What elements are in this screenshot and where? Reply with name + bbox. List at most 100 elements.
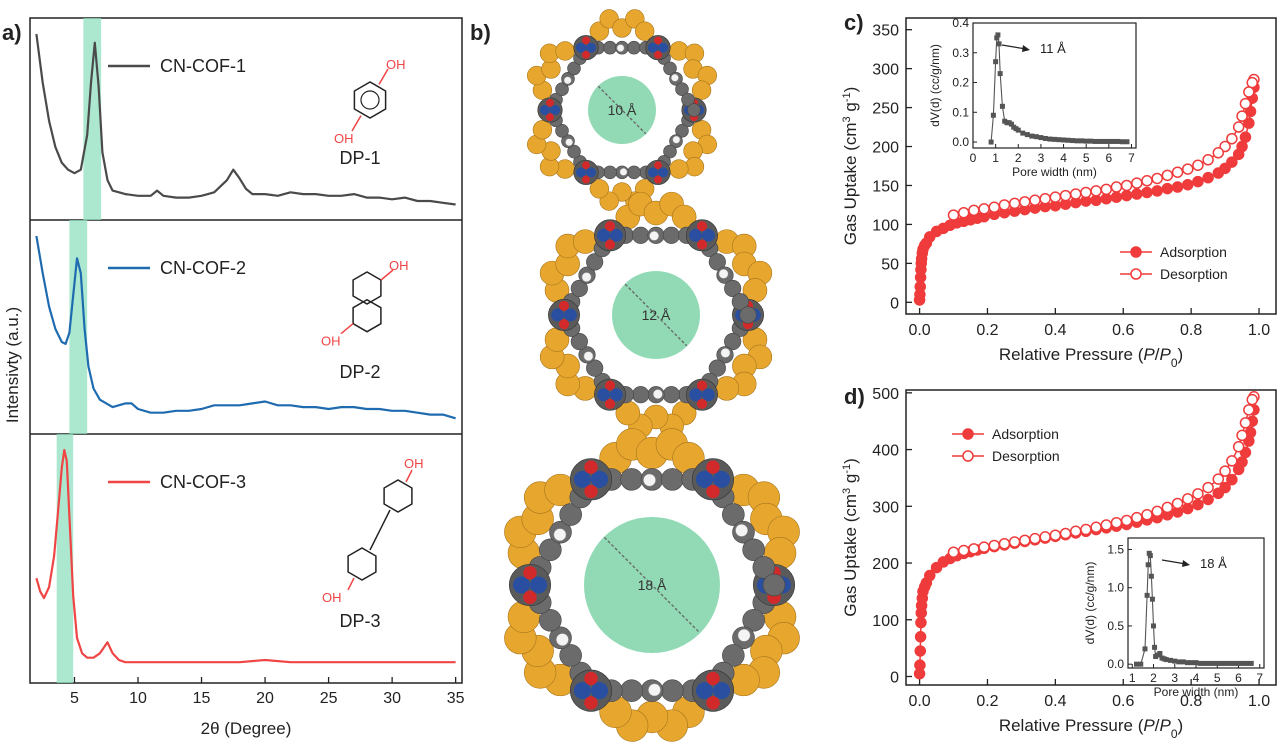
nitrogen-atom (573, 470, 592, 488)
oxygen-atom (523, 566, 537, 580)
hydrogen-atom (735, 524, 748, 537)
adsorption-point (1226, 156, 1238, 168)
desorption-point (968, 543, 980, 555)
molecule-structure: OH OH (322, 456, 424, 605)
inset-x-tick-label: 5 (1083, 151, 1090, 165)
framework-atom (620, 679, 643, 702)
inset-annotation: 11 Å (1040, 41, 1066, 56)
oh-bond (340, 323, 354, 335)
nitrogen-atom (586, 167, 597, 178)
oxygen-atom (558, 319, 570, 330)
xrd-peak-highlight (83, 18, 102, 220)
inset-point (999, 103, 1005, 109)
nitrogen-atom (573, 682, 592, 700)
adsorption-point (1219, 481, 1231, 494)
legend-label: Desorption (992, 448, 1060, 464)
arrow-head (1182, 560, 1190, 567)
inset-point (1151, 623, 1156, 629)
desorption-point (1008, 536, 1021, 548)
inset-point (1047, 136, 1053, 142)
hydrogen-atom (619, 168, 628, 176)
y-tick-label: 100 (872, 613, 899, 630)
inset-point (1008, 121, 1014, 127)
annotation-arrow (1001, 44, 1027, 50)
oxygen-atom (584, 671, 598, 686)
desorption-point (1080, 186, 1092, 199)
desorption-point (1141, 175, 1153, 187)
plot-frame (905, 17, 1277, 315)
y-axis-label: Gas Uptake (cm3 g-1) (841, 87, 860, 246)
nitrogen-atom (597, 388, 610, 402)
node-core (686, 378, 718, 411)
adsorption-point (1181, 178, 1194, 191)
framework-atom (681, 92, 695, 107)
oxygen-atom (584, 696, 598, 710)
adsorption-point (924, 569, 936, 582)
desorption-point (988, 201, 1001, 214)
oh-label: OH (386, 57, 406, 72)
xrd-x-tick-label: 35 (447, 690, 465, 707)
nitrogen-atom (702, 228, 715, 242)
inset-point (1124, 139, 1130, 145)
x-tick-label: 1.0 (1248, 693, 1270, 710)
desorption-point (947, 209, 960, 221)
oh-bond (347, 577, 355, 591)
desorption-point (1239, 97, 1252, 110)
inset-x-tick-label: 4 (1193, 671, 1200, 685)
x-axis-label: Relative Pressure (P/P0) (999, 345, 1183, 370)
pore-diameter-line (624, 283, 688, 347)
oxygen-atom (604, 239, 616, 250)
hydrogen-atom (649, 231, 659, 241)
oh-label: OH (404, 456, 424, 471)
hydrogen-atom (672, 135, 681, 144)
pore-size-label: 12 Å (642, 307, 671, 323)
desorption-point (1080, 523, 1092, 536)
framework-atom (661, 679, 684, 702)
nitrogen-atom (550, 104, 561, 116)
desorption-point (1161, 169, 1174, 182)
inset-point (1163, 657, 1169, 663)
pore-diameter-line (603, 536, 701, 634)
framework-atom (567, 144, 581, 159)
oh-bond (378, 68, 389, 85)
desorption-point (957, 544, 970, 557)
y-tick-label: 50 (881, 256, 899, 273)
inset-point (1185, 660, 1190, 666)
desorption-point (1192, 488, 1204, 500)
adsorption-point (1181, 502, 1194, 515)
inset-y-tick-label: 1.0 (1107, 581, 1124, 595)
adsorption-point (1202, 493, 1214, 506)
desorption-point (1131, 511, 1143, 524)
inset-y-tick-label: 0.2 (952, 76, 969, 90)
adsorption-point (1110, 191, 1123, 203)
inset-y-tick-label: 0.5 (1107, 619, 1124, 633)
y-tick-label: 0 (890, 669, 899, 686)
desorption-point (1181, 493, 1194, 505)
x-tick-label: 0.6 (1112, 322, 1134, 339)
oxygen-atom (706, 696, 720, 710)
framework-atom (632, 226, 650, 244)
desorption-point (1171, 166, 1184, 178)
desorption-point (1212, 473, 1225, 485)
framework-atom (570, 279, 588, 298)
adsorption-point (1226, 473, 1238, 486)
x-tick-label: 0.6 (1112, 693, 1134, 710)
inset-x-label: Pore width (nm) (1012, 165, 1097, 179)
legend-marker (1130, 246, 1142, 258)
hydrogen-atom (563, 76, 572, 85)
oxygen-atom (654, 50, 662, 59)
nitrogen-atom (713, 470, 731, 488)
framework-atom (539, 538, 562, 562)
framework-atom (663, 144, 677, 159)
oxygen-atom (584, 484, 598, 499)
inset-point (1106, 138, 1112, 144)
framework-atom (675, 124, 689, 138)
inset-point (1219, 660, 1224, 666)
oxygen-atom (604, 221, 616, 232)
legend-marker (962, 450, 974, 462)
inset-point (1172, 658, 1178, 664)
inset-point (1029, 133, 1035, 139)
aromatic-circle (360, 90, 380, 110)
adsorption-point (1202, 171, 1214, 184)
molecule-label: DP-3 (339, 611, 380, 631)
